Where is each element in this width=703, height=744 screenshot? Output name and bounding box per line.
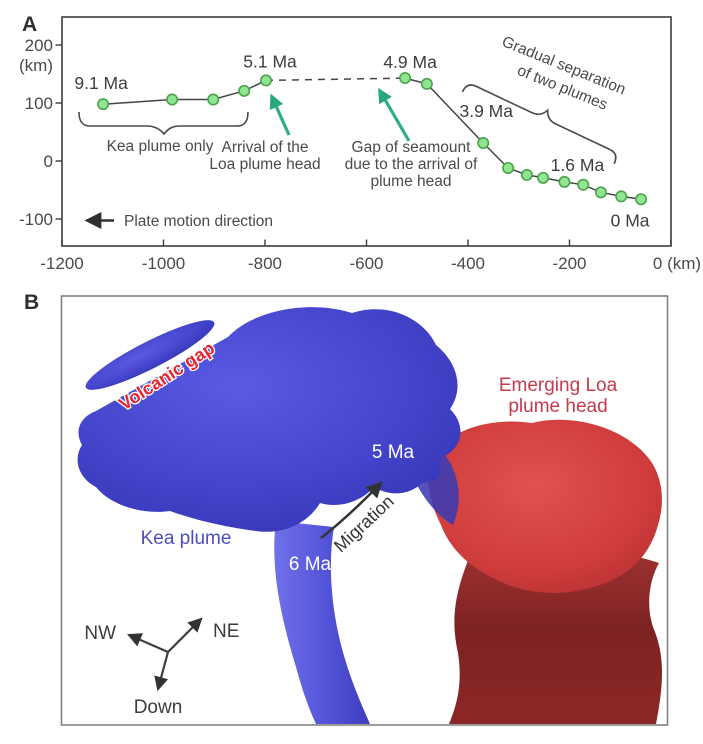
seamount-data-point <box>635 193 648 206</box>
compass-nw-arrow <box>127 633 169 654</box>
loa-plume-stem <box>449 547 662 724</box>
seamount-data-point <box>207 93 220 106</box>
separation-brace <box>461 84 617 165</box>
kea-plume-conduit <box>274 521 370 724</box>
seamount-data-point <box>558 175 571 188</box>
x-tick-label: -400 <box>451 254 485 273</box>
arrival-label-line2: Loa plume head <box>209 156 320 173</box>
seamount-data-point <box>502 161 515 174</box>
kea-plume-sliver <box>85 320 215 390</box>
plot-frame <box>61 16 672 247</box>
panel-a-chart: A -1200 -1000 -800 -600 -400 -200 0 (km)200100… <box>19 13 701 273</box>
axis-layer: -1200 -1000 -800 -600 -400 -200 0 (km) 200 100 0 -… <box>19 36 701 273</box>
y-tick-label: 200 <box>25 36 53 55</box>
x-tick-label: -1200 <box>40 254 83 273</box>
x-tick-label: -200 <box>552 254 586 273</box>
seamount-data-point <box>520 168 533 181</box>
y-axis-unit-label: (km) <box>19 56 53 75</box>
y-tick-label: 100 <box>25 94 53 113</box>
kea-plume-head <box>77 307 461 532</box>
data-series-layer: 9.1 Ma 5.1 Ma 4.9 Ma 3.9 Ma 1.6 Ma 0 Ma <box>74 51 649 230</box>
compass-nw-label: NW <box>84 623 116 644</box>
seamount-data-point <box>594 186 607 199</box>
seamount-data-point <box>615 190 628 203</box>
panel-b-3d-view: B Volcanic gap Emerging Loa plume head 5… <box>24 291 669 726</box>
arrival-label-line1: Arrival of the <box>221 139 308 156</box>
x-tick-label: 0 (km) <box>653 254 701 273</box>
x-tick-label: -800 <box>248 254 282 273</box>
migration-arrow <box>320 481 383 539</box>
age-label: 4.9 Ma <box>383 52 437 72</box>
x-tick-label: -600 <box>349 254 383 273</box>
gap-label-line2: due to the arrival of <box>345 156 478 173</box>
seamount-data-point <box>477 137 490 150</box>
seamount-data-point <box>577 178 590 191</box>
seamount-data-point <box>260 74 273 87</box>
emerging-loa-label-line1: Emerging Loa <box>499 375 618 396</box>
emerging-loa-label-line2: plume head <box>508 396 607 417</box>
age-6ma-label: 6 Ma <box>289 554 332 575</box>
age-label: 9.1 Ma <box>74 73 128 93</box>
seamount-gap-dashed-line <box>265 77 406 82</box>
age-label: 3.9 Ma <box>459 101 513 121</box>
age-label: 0 Ma <box>611 210 650 230</box>
seamount-data-point <box>399 72 412 85</box>
seamount-data-point <box>537 171 550 184</box>
y-tick-label: 0 <box>44 152 53 171</box>
seamount-data-point <box>166 93 179 106</box>
panel-a-letter: A <box>22 13 37 36</box>
plate-motion-label: Plate motion direction <box>124 213 273 230</box>
arrival-annotation-arrow <box>269 93 291 136</box>
age-label: 1.6 Ma <box>551 155 605 175</box>
compass-ne-label: NE <box>213 621 239 642</box>
panel-b-letter: B <box>24 291 39 314</box>
seamount-data-point <box>97 98 110 111</box>
gap-label-line3: plume head <box>370 173 451 190</box>
x-tick-label: -1000 <box>142 254 185 273</box>
kea-plume-label: Kea plume <box>141 528 232 549</box>
compass-ne-arrow <box>167 617 203 653</box>
seamount-data-point <box>238 84 251 97</box>
age-label: 5.1 Ma <box>243 51 297 71</box>
loa-plume-head <box>428 419 662 593</box>
gap-label-line1: Gap of seamount <box>352 139 472 156</box>
kea-plume-brace <box>78 111 249 136</box>
compass-down-label: Down <box>134 697 183 718</box>
orientation-compass <box>127 617 203 692</box>
gap-annotation-arrow <box>378 87 411 142</box>
compass-down-arrow <box>154 651 170 692</box>
age-5ma-label: 5 Ma <box>372 442 415 463</box>
kea-plume-only-label: Kea plume only <box>107 138 214 155</box>
y-tick-label: -100 <box>19 210 53 229</box>
seamount-data-point <box>420 77 433 90</box>
